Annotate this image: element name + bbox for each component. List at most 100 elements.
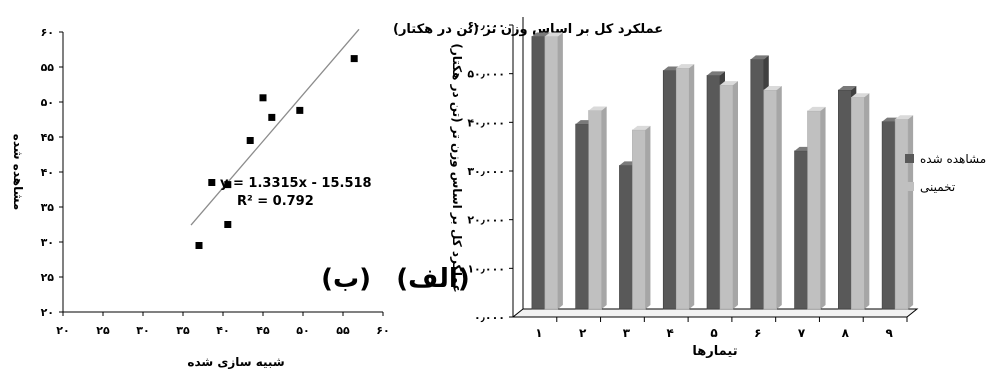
scatter-y-tick-label: ۵۵ bbox=[41, 61, 55, 74]
bar-x-tick-label: ۱ bbox=[535, 326, 542, 340]
legend-label-observed: مشاهده شده bbox=[920, 152, 986, 166]
scatter-y-tick-label: ۳۰ bbox=[41, 236, 54, 249]
scatter-x-tick-label: ۳۵ bbox=[176, 324, 190, 337]
bar-x-tick-label: ۳ bbox=[623, 326, 631, 340]
bar-top bbox=[632, 125, 651, 130]
bar-x-tick-label: ۴ bbox=[667, 326, 674, 340]
bar-side bbox=[733, 81, 738, 309]
scatter-x-tick-label: ۶۰ bbox=[376, 324, 389, 337]
bar-estimated bbox=[719, 84, 734, 310]
bar-observed bbox=[619, 165, 633, 310]
scatter-y-tick-label: ۵۰ bbox=[41, 96, 54, 109]
scatter-x-tick-label: ۴۵ bbox=[256, 324, 270, 337]
bar-observed bbox=[706, 75, 721, 310]
scatter-y-tick-label: ۶۰ bbox=[41, 26, 54, 39]
bar-top bbox=[763, 86, 782, 90]
scatter-x-tick-label: ۲۰ bbox=[56, 324, 69, 337]
bar-top bbox=[531, 32, 550, 37]
scatter-panel-label: (ب) bbox=[321, 264, 371, 294]
bar-observed bbox=[794, 150, 808, 310]
bar-y-tick-label: ۰٫۰۰۰ bbox=[474, 311, 505, 324]
bar-estimated bbox=[851, 97, 865, 310]
bar-side bbox=[601, 106, 607, 309]
bar-observed bbox=[881, 121, 896, 310]
scatter-x-tick-label: ۵۵ bbox=[336, 324, 350, 337]
bar-y-tick-label: ۲۰٫۰۰۰ bbox=[467, 214, 505, 227]
legend: مشاهده شده تخمینی bbox=[905, 152, 986, 194]
scatter-chart: ۲۰ ۲۵ ۳۰ ۳۵ ۴۰ ۴۵ ۵۰ ۵۵ ۶۰ ۲۰ ۲۵ ۳۰ ۳۵ ۴۰ ۴۵ ۵۰ ۵۵ ۶۰ عم… bbox=[11, 22, 663, 369]
bar-side bbox=[645, 125, 651, 309]
scatter-point bbox=[224, 221, 232, 228]
bar-y-tick-label: ۱۰٫۰۰۰ bbox=[467, 262, 505, 275]
scatter-y-tick-label: ۳۵ bbox=[41, 201, 55, 214]
bar-top bbox=[676, 64, 695, 69]
bar-side bbox=[864, 93, 870, 309]
bar-side bbox=[689, 64, 695, 309]
bar-top bbox=[720, 81, 738, 86]
bar-top bbox=[544, 32, 563, 37]
bar-chart: ۰٫۰۰۰ ۱۰٫۰۰۰ ۲۰٫۰۰۰ ۳۰٫۰۰۰ ۴۰٫۰۰۰ ۵۰٫۰۰۰ ۶۰٫۰۰… bbox=[396, 17, 986, 359]
bar-estimated bbox=[763, 89, 778, 310]
bar-y-tick-label: ۳۰٫۰۰۰ bbox=[467, 165, 505, 178]
bar-top bbox=[750, 55, 769, 60]
trend-equation: y = 1.3315x - 15.518 bbox=[220, 176, 372, 191]
bar-top bbox=[895, 115, 914, 120]
legend-swatch-observed bbox=[905, 154, 914, 163]
scatter-x-tick-label: ۳۰ bbox=[136, 324, 149, 337]
trendline bbox=[190, 28, 360, 226]
scatter-point bbox=[224, 181, 232, 189]
scatter-point bbox=[268, 113, 276, 121]
bar-side bbox=[908, 115, 914, 309]
scatter-point bbox=[195, 242, 203, 249]
scatter-point bbox=[350, 55, 358, 63]
bar-x-tick-label: ۵ bbox=[710, 326, 717, 340]
scatter-point bbox=[259, 94, 267, 102]
bar-observed bbox=[662, 70, 677, 310]
bar-x-tick-label: ۲ bbox=[579, 326, 587, 340]
scatter-point bbox=[296, 106, 304, 114]
bar-side bbox=[776, 86, 782, 309]
bar-observed bbox=[838, 89, 852, 310]
bar-estimated bbox=[588, 110, 602, 310]
bar-panel-label: (الف) bbox=[396, 264, 469, 294]
bar-side bbox=[557, 32, 563, 309]
scatter-x-tick-label: ۵۰ bbox=[296, 324, 309, 337]
bar-estimated bbox=[675, 67, 690, 310]
bar-y-tick-label: ۴۰٫۰۰۰ bbox=[467, 116, 505, 129]
chart-floor bbox=[511, 308, 919, 318]
scatter-point bbox=[208, 179, 216, 186]
bar-x-tick-label: ۶ bbox=[754, 326, 761, 340]
bar-top bbox=[807, 106, 826, 111]
scatter-y-tick-label: ۲۰ bbox=[41, 306, 54, 319]
bar-estimated bbox=[544, 36, 559, 310]
legend-swatch-estimated bbox=[905, 182, 914, 191]
scatter-x-label: شبیه سازی شده bbox=[187, 355, 284, 369]
scatter-y-tick-label: ۲۵ bbox=[41, 271, 55, 284]
bar-estimated bbox=[632, 129, 646, 310]
scatter-title: عملکرد کل بر اساس وزن تر (تن در هکتار) bbox=[393, 22, 663, 37]
scatter-y-label: مشاهده شده bbox=[11, 134, 25, 210]
bar-observed bbox=[575, 123, 589, 310]
scatter-x-tick-label: ۴۰ bbox=[216, 324, 229, 337]
bar-estimated bbox=[894, 118, 909, 310]
bar-x-tick-label: ۷ bbox=[798, 326, 806, 340]
r-squared: R² = 0.792 bbox=[237, 194, 314, 209]
bar-side bbox=[820, 106, 826, 309]
bar-y-label: عملکرد کل بر اساس وزن تر (تن در هکتار) bbox=[449, 43, 464, 292]
legend-label-estimated: تخمینی bbox=[920, 180, 955, 194]
bar-x-label: تیمارها bbox=[692, 344, 737, 359]
bar-x-tick-label: ۸ bbox=[842, 326, 850, 340]
bar-observed bbox=[750, 59, 765, 310]
scatter-point bbox=[246, 137, 254, 144]
scatter-x-tick-label: ۲۵ bbox=[96, 324, 110, 337]
scatter-y-tick-label: ۴۰ bbox=[41, 166, 54, 179]
bar-observed bbox=[531, 36, 546, 310]
bar-top bbox=[707, 71, 725, 76]
bar-top bbox=[838, 86, 857, 90]
bar-top bbox=[851, 93, 870, 98]
bar-x-tick-label: ۹ bbox=[885, 326, 893, 340]
bar-estimated bbox=[807, 110, 821, 310]
bar-y-tick-label: ۶۰٫۰۰۰ bbox=[467, 19, 505, 32]
bar-top bbox=[588, 106, 607, 111]
